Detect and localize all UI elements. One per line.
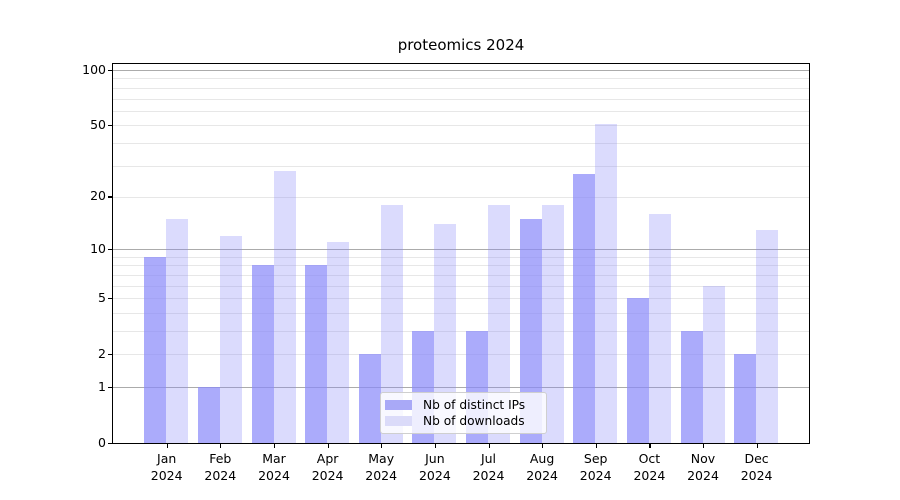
bar-downloads-jul	[488, 205, 510, 443]
x-tick-label-feb: Feb 2024	[204, 451, 237, 483]
y-tick-label-50: 50	[90, 116, 106, 132]
x-tick-mar	[274, 444, 276, 448]
bar-downloads-oct	[648, 214, 671, 443]
x-tick-sep	[595, 444, 597, 448]
legend-label-downloads: Nb of downloads	[423, 414, 525, 429]
y-tick-100	[108, 69, 112, 71]
bar-distinct-ips-dec	[734, 354, 757, 443]
x-tick-may	[381, 444, 383, 448]
bar-distinct-ips-jan	[144, 256, 167, 443]
x-tick-apr	[327, 444, 329, 448]
x-tick-label-dec: Dec 2024	[740, 451, 773, 483]
gridline-y-50	[113, 125, 809, 127]
y-tick-label-1: 1	[98, 378, 106, 394]
gridline-y-8	[113, 265, 809, 267]
bar-downloads-aug	[541, 205, 564, 443]
gridline-y-60	[113, 110, 809, 112]
x-tick-label-may: May 2024	[365, 451, 398, 483]
x-tick-feb	[220, 444, 222, 448]
y-tick-label-2: 2	[98, 345, 106, 361]
x-tick-oct	[649, 444, 651, 448]
gridline-y-40	[113, 142, 809, 144]
gridline-y-3	[113, 331, 809, 332]
x-tick-aug	[542, 444, 544, 448]
bar-distinct-ips-apr	[305, 265, 328, 443]
plot-area	[112, 63, 810, 444]
x-tick-label-aug: Aug 2024	[526, 451, 558, 483]
y-tick-10	[108, 248, 112, 250]
y-tick-label-100: 100	[82, 61, 106, 77]
gridline-y-90	[113, 78, 809, 80]
gridline-y-2	[113, 354, 809, 356]
bar-distinct-ips-may	[358, 354, 381, 443]
legend-item-distinct-ips: Nb of distinct IPs	[385, 398, 540, 412]
x-tick-jan	[166, 444, 168, 448]
bar-downloads-apr	[327, 242, 350, 443]
x-tick-label-mar: Mar 2024	[258, 451, 290, 483]
bar-distinct-ips-aug	[519, 218, 542, 443]
x-tick-label-jun: Jun 2024	[418, 451, 451, 483]
y-tick-5	[108, 297, 112, 299]
bar-downloads-dec	[756, 229, 779, 443]
gridline-y-80	[113, 87, 809, 89]
bar-downloads-may	[380, 205, 403, 443]
x-tick-label-sep: Sep 2024	[579, 451, 612, 483]
legend-swatch-distinct-ips	[385, 399, 412, 410]
legend: Nb of distinct IPs Nb of downloads	[380, 392, 547, 434]
gridline-y-20	[113, 196, 809, 198]
x-tick-nov	[703, 444, 705, 448]
gridline-y-6	[113, 285, 809, 287]
x-tick-label-apr: Apr 2024	[311, 451, 344, 483]
bar-distinct-ips-feb	[197, 387, 220, 443]
x-tick-label-jul: Jul 2024	[472, 451, 505, 483]
legend-swatch-downloads	[385, 416, 412, 427]
x-tick-jul	[488, 444, 490, 448]
gridline-y-4	[113, 312, 809, 314]
bar-distinct-ips-sep	[573, 173, 596, 443]
y-tick-label-5: 5	[98, 289, 106, 305]
bar-distinct-ips-mar	[251, 265, 274, 443]
y-tick-label-10: 10	[90, 240, 106, 256]
x-tick-jun	[434, 444, 437, 448]
bar-downloads-jun	[434, 224, 457, 443]
bar-downloads-jan	[166, 218, 189, 443]
bar-downloads-feb	[219, 235, 242, 443]
y-tick-20	[108, 196, 112, 198]
x-tick-label-oct: Oct 2024	[633, 451, 666, 483]
gridline-y-9	[113, 256, 809, 258]
chart-title: proteomics 2024	[397, 36, 525, 54]
y-tick-label-0: 0	[98, 434, 106, 450]
x-tick-dec	[756, 444, 758, 448]
gridline-y-100	[113, 70, 809, 71]
gridline-y-30	[113, 165, 809, 167]
gridline-y-7	[113, 274, 809, 276]
bar-distinct-ips-oct	[626, 298, 649, 443]
y-tick-50	[108, 124, 112, 126]
gridline-y-1	[113, 387, 809, 388]
gridline-y-70	[113, 98, 809, 100]
x-tick-label-jan: Jan 2024	[150, 451, 183, 483]
bar-distinct-ips-nov	[680, 331, 703, 443]
bar-downloads-sep	[595, 123, 618, 443]
bar-downloads-mar	[273, 170, 296, 443]
gridline-y-10	[113, 249, 809, 251]
bar-downloads-nov	[702, 285, 725, 443]
y-tick-2	[108, 353, 112, 355]
y-tick-1	[108, 386, 112, 388]
y-tick-label-20: 20	[90, 188, 106, 204]
gridline-y-5	[113, 298, 809, 300]
legend-item-downloads: Nb of downloads	[385, 414, 540, 428]
legend-label-distinct-ips: Nb of distinct IPs	[423, 397, 526, 412]
x-tick-label-nov: Nov 2024	[687, 451, 719, 483]
y-tick-0	[108, 442, 112, 444]
